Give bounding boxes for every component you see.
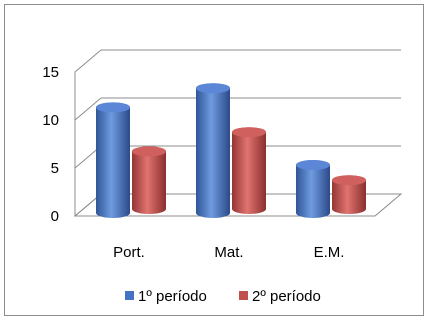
bar-body — [96, 102, 130, 218]
bar — [232, 127, 266, 214]
y-tick-label: 15 — [42, 64, 59, 81]
bar — [332, 175, 366, 214]
chart-frame: 0 5 10 15 Port. Mat. E.M. 1º período 2º período — [4, 4, 424, 316]
bar-body — [232, 127, 266, 214]
bar-body — [196, 83, 230, 218]
bar-chart: 0 5 10 15 Port. Mat. E.M. 1º período 2º período — [42, 49, 403, 305]
x-tick-label: Port. — [113, 244, 145, 261]
y-tick-label: 10 — [42, 112, 59, 129]
bar-body — [132, 146, 166, 214]
y-tick-label: 0 — [51, 208, 59, 225]
legend-label: 1º período — [138, 288, 207, 305]
bar-top — [296, 160, 330, 170]
bar-top — [332, 175, 366, 186]
bar — [132, 146, 166, 214]
bar-top — [232, 127, 266, 138]
x-tick-label: Mat. — [214, 244, 243, 261]
y-tick-label: 5 — [51, 160, 59, 177]
bar-top — [196, 83, 230, 94]
bar — [296, 160, 330, 218]
legend-swatch — [239, 291, 248, 300]
bar — [96, 102, 130, 218]
legend-swatch — [125, 291, 134, 300]
bar-body — [332, 175, 366, 214]
legend-label: 2º período — [252, 288, 321, 305]
bar-body — [296, 160, 330, 218]
gridline-depth — [74, 49, 102, 73]
gridline-depth — [74, 97, 102, 121]
bar — [196, 83, 230, 218]
x-tick-label: E.M. — [314, 244, 345, 261]
bar-top — [96, 102, 130, 113]
bar-top — [132, 146, 166, 157]
